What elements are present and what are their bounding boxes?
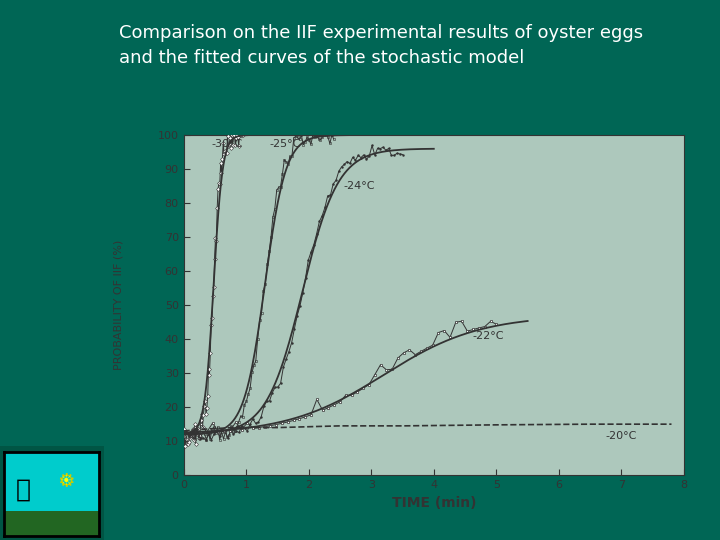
Text: and the fitted curves of the stochastic model: and the fitted curves of the stochastic …	[119, 49, 524, 66]
Text: ⚙: ⚙	[57, 472, 75, 491]
Text: -30°C: -30°C	[211, 139, 243, 149]
Text: ☀: ☀	[60, 474, 72, 488]
Text: -24°C: -24°C	[343, 181, 374, 192]
Text: -25°C: -25°C	[270, 139, 301, 149]
Text: Comparison on the IIF experimental results of oyster eggs: Comparison on the IIF experimental resul…	[119, 24, 643, 42]
Text: 🌾: 🌾	[15, 478, 30, 502]
Text: PROBABILITY OF IIF (%): PROBABILITY OF IIF (%)	[114, 240, 124, 370]
X-axis label: TIME (min): TIME (min)	[392, 496, 476, 510]
Text: -20°C: -20°C	[606, 431, 637, 442]
Text: -22°C: -22°C	[472, 331, 504, 341]
Bar	[4, 511, 99, 536]
